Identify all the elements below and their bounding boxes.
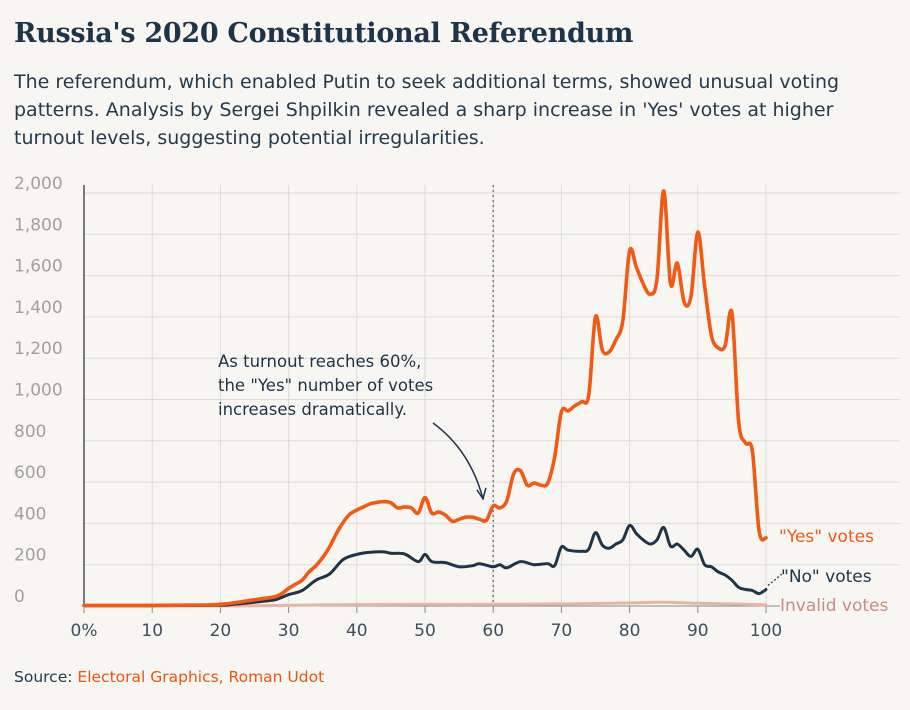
x-tick-label: 90 [687,621,709,641]
y-tick-label: 200 [14,546,46,566]
annotation-text-line: increases dramatically. [218,400,407,419]
annotation-text-line: As turnout reaches 60%, [218,352,421,371]
series-label-invalid: Invalid votes [780,596,888,616]
source-note: Source: Electoral Graphics, Roman Udot [14,668,324,686]
y-tick-label: 1,000 [14,381,63,401]
x-tick-label: 20 [210,621,232,641]
x-tick-label: 40 [346,621,368,641]
source-link[interactable]: Electoral Graphics, Roman Udot [77,668,325,686]
y-tick-label: 0 [14,587,25,607]
x-tick-label: 30 [278,621,300,641]
y-tick-label: 600 [14,463,46,483]
y-tick-label: 1,200 [14,339,63,359]
y-tick-label: 1,800 [14,215,63,235]
x-tick-label: 0% [71,621,98,641]
y-tick-label: 1,400 [14,298,63,318]
annotation-arrow-head [476,487,487,501]
x-tick-label: 100 [750,621,782,641]
series-label-no: "No" votes [781,567,872,587]
y-tick-label: 400 [14,504,46,524]
x-tick-label: 70 [551,621,573,641]
annotation-arrow-line [432,422,484,500]
y-tick-label: 2,000 [14,174,63,194]
x-tick-label: 60 [482,621,504,641]
series-lines [82,189,768,608]
series-label-no-leader [767,573,783,586]
annotation-text-line: the "Yes" number of votes [218,376,433,395]
grid [84,185,900,606]
series-line-invalid [82,600,768,608]
x-tick-label: 50 [414,621,436,641]
series-line-yes [82,189,768,608]
chart-subtitle: The referendum, which enabled Putin to s… [14,71,840,149]
axes: 0 200 400 600 800 1,000 1,200 1,400 1,600 1,800 2,… [14,174,782,641]
y-tick-label: 1,600 [14,257,63,277]
x-tick-label: 10 [141,621,163,641]
chart-title: Russia's 2020 Constitutional Referendum [14,18,634,49]
source-label: Source: [14,668,73,686]
y-tick-label: 800 [14,422,46,442]
series-line-no [82,523,768,608]
labels: "Yes" votes "No" votes Invalid votes As tur… [218,352,888,616]
series-label-yes: "Yes" votes [779,527,874,547]
x-tick-label: 80 [619,621,641,641]
